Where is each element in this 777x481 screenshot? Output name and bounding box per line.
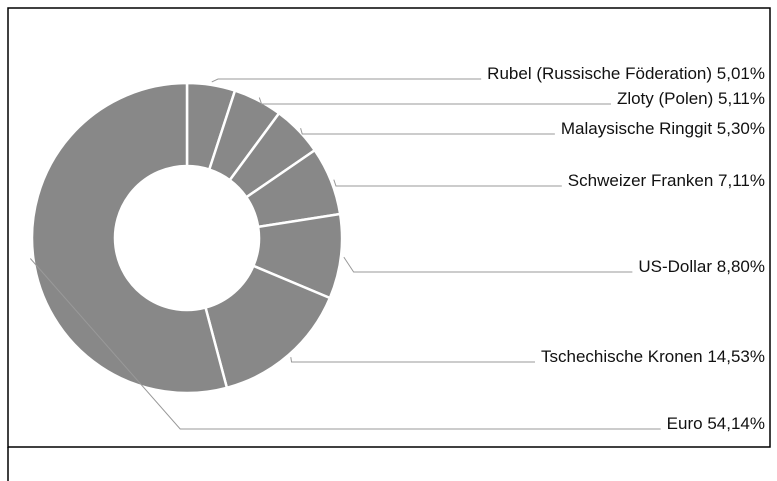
value-label: 5,30% — [717, 119, 765, 138]
category-label: Rubel (Russische Föderation) — [487, 64, 712, 83]
value-label: 54,14% — [707, 414, 765, 433]
value-label: 8,80% — [717, 257, 765, 276]
leader-line — [211, 78, 482, 83]
leader-line — [343, 256, 633, 273]
slice-label: Schweizer Franken 7,11% — [568, 171, 765, 190]
frame — [7, 7, 771, 448]
category-label: Malaysische Ringgit — [561, 119, 712, 138]
leader-line — [29, 258, 661, 430]
leader-line — [258, 97, 611, 105]
leader-line — [333, 179, 562, 187]
leader-line — [300, 128, 555, 135]
category-label: US-Dollar — [638, 257, 712, 276]
category-label: Tschechische Kronen — [541, 347, 703, 366]
slice-label: Malaysische Ringgit 5,30% — [561, 119, 765, 138]
slice-label: Rubel (Russische Föderation) 5,01% — [487, 64, 765, 83]
slice-label: Euro 54,14% — [667, 414, 765, 433]
leader-line — [290, 357, 535, 363]
slice-label: Tschechische Kronen 14,53% — [541, 347, 765, 366]
value-label: 7,11% — [718, 171, 765, 190]
slice-label: US-Dollar 8,80% — [638, 257, 765, 276]
value-label: 5,11% — [718, 89, 765, 108]
category-label: Schweizer Franken — [568, 171, 714, 190]
category-label: Euro — [667, 414, 703, 433]
category-label: Zloty (Polen) — [617, 89, 713, 108]
value-label: 5,01% — [717, 64, 765, 83]
value-label: 14,53% — [707, 347, 765, 366]
slice-label: Zloty (Polen) 5,11% — [617, 89, 765, 108]
